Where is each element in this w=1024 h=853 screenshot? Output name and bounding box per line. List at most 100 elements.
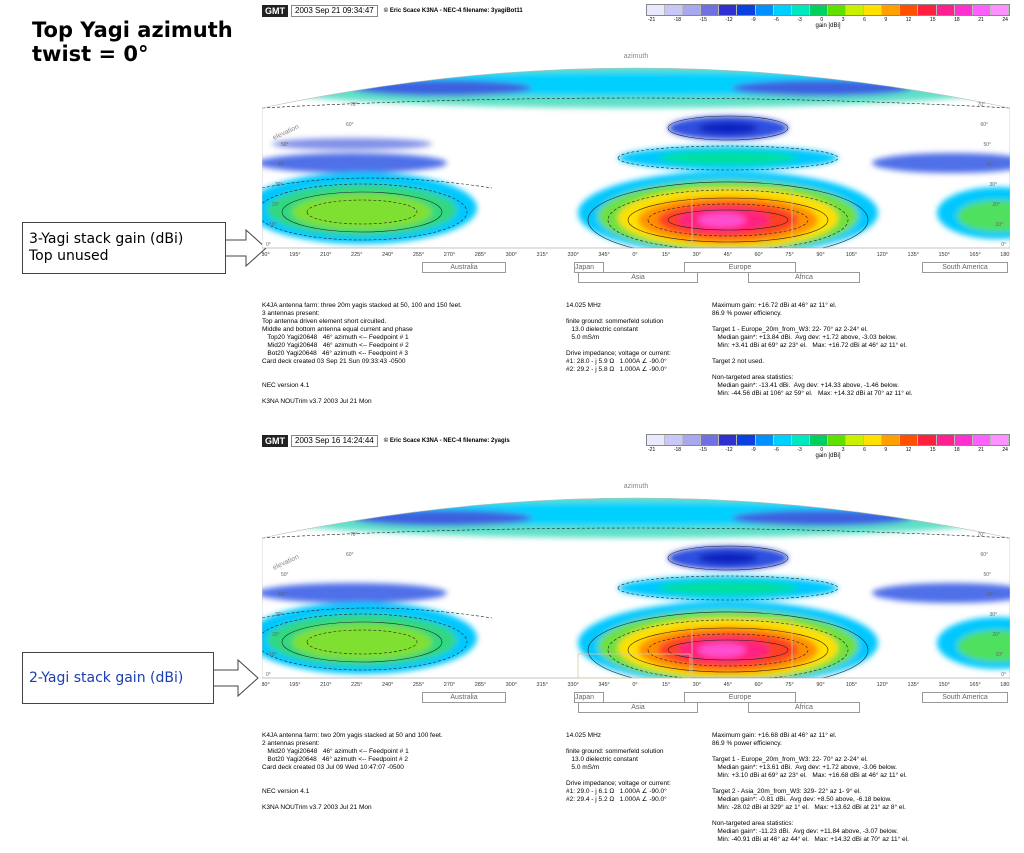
info-line: 86.9 % power efficiency. [712, 740, 782, 747]
info-line: Min: -40.91 dBi at 46° az 44° el. Max: +… [712, 836, 909, 843]
legend-tick: 3 [841, 17, 845, 23]
info-line [712, 812, 909, 820]
info-line: #1: 29.0 - j 6.1 Ω 1.000A ∠ -90.0° [566, 788, 667, 795]
callout-3-yagi: 3-Yagi stack gain (dBi) Top unused [22, 222, 268, 274]
info-line: 5.0 mS/m [566, 764, 600, 771]
title-line2: twist = 0° [32, 42, 149, 66]
x-tick-label: 135° [908, 252, 919, 258]
legend-swatch [755, 5, 774, 15]
contour-line [667, 639, 789, 661]
x-tick-label: 120° [877, 682, 888, 688]
legend-tick: 6 [863, 17, 866, 23]
legend-swatch [719, 435, 738, 445]
contour-line [306, 199, 418, 225]
legend-swatch [791, 435, 810, 445]
legend-bar [646, 4, 1010, 16]
gain-region [872, 583, 1010, 603]
x-tick-label: 180° [262, 682, 270, 688]
x-tick-label: 150° [938, 252, 949, 258]
x-tick-label: 105° [846, 252, 857, 258]
info-line [712, 748, 909, 756]
callout-box: 2-Yagi stack gain (dBi) [22, 652, 214, 704]
gain-legend: -21 -18 -15 -12 -9 -6 -3 0 3 6 9 12 15 18 21 24 gain [d… [646, 4, 1010, 29]
info-line: Median gain*: +13.84 dBi. Avg dev: +1.72… [712, 334, 897, 341]
azimuth-label: azimuth [624, 483, 649, 490]
contour-line [607, 189, 849, 248]
elevation-tick-label: 30° [989, 182, 997, 188]
info-line: Card deck created 03 Sep 21 Sun 09:33:43… [262, 358, 406, 365]
azimuth-label: azimuth [624, 53, 649, 60]
panel2-col3: Maximum gain: +16.68 dBi at 46° az 11° e… [712, 732, 909, 850]
elevation-tick-label: 60° [980, 122, 988, 128]
copyright: © Eric Scace K3NA - NEC-4 filename: 2yag… [383, 438, 510, 444]
region-labels: Australia Japan Asia Europe Africa South Amer… [262, 262, 1010, 292]
contour-line [281, 191, 443, 233]
legend-swatch [683, 435, 702, 445]
info-line [712, 318, 913, 326]
info-line: 14.025 MHz [566, 302, 602, 309]
legend-tick: -15 [699, 17, 707, 23]
x-tick-label: 225° [351, 252, 362, 258]
legend-tick: 24 [1002, 17, 1008, 23]
info-line [262, 796, 443, 804]
region-label: Africa [748, 272, 860, 283]
info-line: 3 antennas present: [262, 310, 320, 317]
callout-2-yagi: 2-Yagi stack gain (dBi) [22, 652, 260, 704]
elevation-tick-label: 70° [977, 102, 985, 108]
info-line: 14.025 MHz [566, 732, 602, 739]
info-line [566, 772, 671, 780]
legend-tick: 0 [820, 17, 824, 23]
legend-tick: 24 [1002, 447, 1008, 453]
region-label: Australia [422, 262, 506, 273]
info-line [262, 374, 462, 382]
region-label: Africa [748, 702, 860, 713]
info-line: Mid20 Yagi20648 46° azimuth <-- Feedpoin… [262, 342, 409, 349]
info-line: 13.0 dielectric constant [566, 756, 638, 763]
contour-line [262, 613, 468, 671]
contour-line [281, 621, 443, 663]
legend-swatch [900, 5, 919, 15]
contour-line [667, 115, 789, 141]
contour-line [262, 607, 493, 619]
x-tick-label: 195° [289, 682, 300, 688]
info-line: Drive impedance; voltage or current: [566, 780, 671, 787]
region-label: Asia [578, 702, 698, 713]
info-line: 86.9 % power efficiency. [712, 310, 782, 317]
x-tick-label: 30° [693, 252, 701, 258]
legend-tick: -21 [648, 17, 656, 23]
info-line: Maximum gain: +16.68 dBi at 46° az 11° e… [712, 732, 837, 739]
legend-swatch [719, 5, 738, 15]
legend-tick: -3 [797, 447, 802, 453]
arrow-right-icon [214, 658, 259, 698]
elevation-tick-label: 50° [983, 142, 991, 148]
gain-region [658, 151, 798, 165]
callout-3-yagi-line1: 3-Yagi stack gain (dBi) [29, 231, 184, 247]
legend-swatch [755, 435, 774, 445]
x-tick-label: 15° [662, 252, 670, 258]
timestamp: 2003 Sep 16 14:24:44 [291, 435, 378, 447]
elevation-tick-label: 50° [281, 572, 289, 578]
legend-swatch [864, 435, 883, 445]
elevation-tick-label: 70° [977, 532, 985, 538]
gain-region [872, 153, 1010, 173]
info-line: Card deck created 03 Jul 09 Wed 10:47:07… [262, 764, 404, 771]
legend-swatch [882, 435, 901, 445]
region-labels: Australia Japan Asia Europe Africa South Amer… [262, 692, 1010, 722]
legend-swatch [647, 435, 666, 445]
info-line: 5.0 mS/m [566, 334, 600, 341]
elevation-tick-label: 0° [1001, 672, 1006, 678]
gain-region [732, 510, 912, 526]
x-tick-label: 105° [846, 682, 857, 688]
elevation-tick-label: 70° [350, 532, 358, 538]
x-tick-label: 255° [413, 252, 424, 258]
legend-swatch [683, 5, 702, 15]
x-tick-label: 330° [567, 682, 578, 688]
gain-region [698, 552, 758, 564]
x-tick-label: 165° [969, 682, 980, 688]
legend-swatch [972, 435, 991, 445]
elevation-tick-label: 40° [278, 592, 286, 598]
contour-line [607, 619, 849, 678]
info-line [262, 390, 462, 398]
info-line: Min: +3.10 dBi at 69° az 23° el. Max: +1… [712, 772, 907, 779]
gain-region [262, 583, 447, 603]
